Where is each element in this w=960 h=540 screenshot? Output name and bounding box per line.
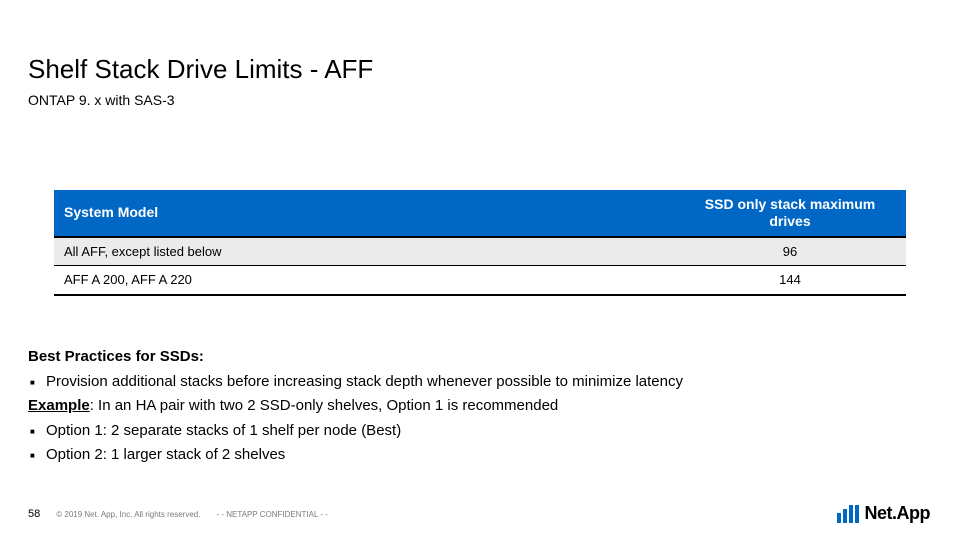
- table-header-row: System Model SSD only stack maximum driv…: [54, 190, 906, 237]
- limits-table: System Model SSD only stack maximum driv…: [54, 190, 906, 296]
- bullet-item: Provision additional stacks before incre…: [28, 371, 928, 394]
- slide-title: Shelf Stack Drive Limits - AFF: [28, 54, 373, 85]
- bullet-item: Option 2: 1 larger stack of 2 shelves: [28, 444, 928, 467]
- table-row: All AFF, except listed below 96: [54, 237, 906, 266]
- confidential-text: - - NETAPP CONFIDENTIAL - -: [216, 510, 327, 519]
- cell-value: 144: [674, 266, 906, 295]
- col-header-model: System Model: [54, 190, 674, 237]
- example-text: : In an HA pair with two 2 SSD-only shel…: [90, 397, 559, 414]
- slide-subtitle: ONTAP 9. x with SAS-3: [28, 92, 175, 108]
- best-practices-block: Best Practices for SSDs: Provision addit…: [28, 346, 928, 469]
- page-number: 58: [28, 508, 40, 520]
- footer: 58 © 2019 Net. App, Inc. All rights rese…: [28, 508, 328, 520]
- best-practices-heading: Best Practices for SSDs: [28, 348, 199, 365]
- cell-model: AFF A 200, AFF A 220: [54, 266, 674, 295]
- col-header-value: SSD only stack maximum drives: [674, 190, 906, 237]
- netapp-logo: Net.App: [837, 503, 931, 524]
- netapp-logo-icon: [837, 505, 859, 523]
- table-row: AFF A 200, AFF A 220 144: [54, 266, 906, 295]
- cell-value: 96: [674, 237, 906, 266]
- bullet-item: Option 1: 2 separate stacks of 1 shelf p…: [28, 420, 928, 443]
- copyright-text: © 2019 Net. App, Inc. All rights reserve…: [56, 510, 200, 519]
- cell-model: All AFF, except listed below: [54, 237, 674, 266]
- netapp-logo-text: Net.App: [865, 503, 931, 524]
- example-label: Example: [28, 397, 90, 414]
